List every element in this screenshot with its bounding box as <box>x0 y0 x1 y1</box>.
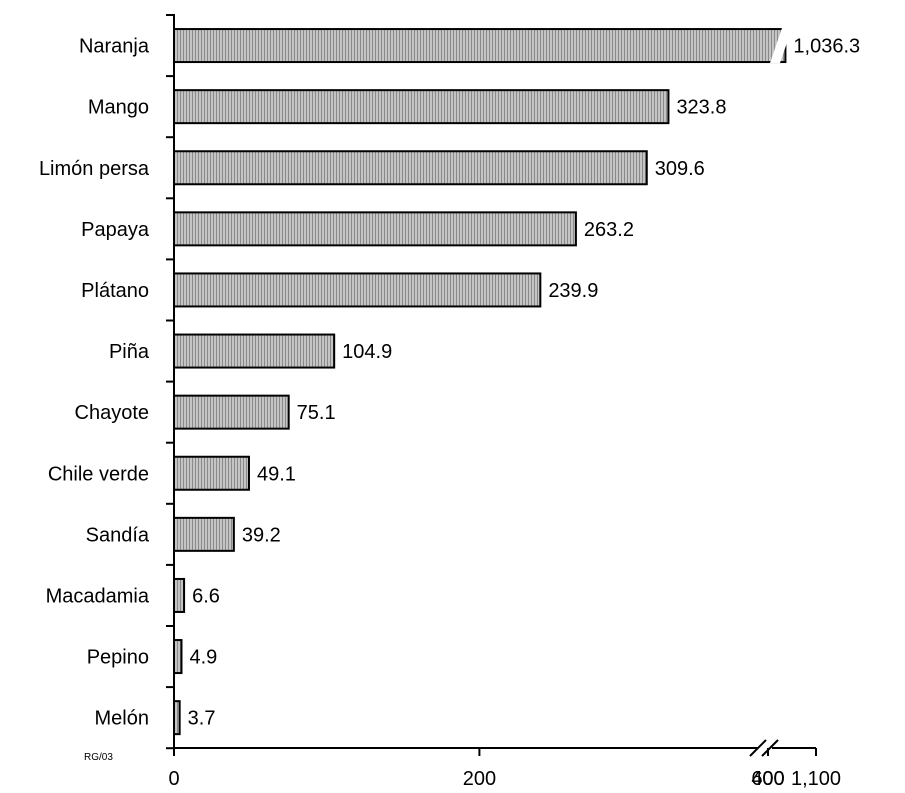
bar <box>173 516 235 552</box>
category-label: Pepino <box>87 647 149 669</box>
value-label: 104.9 <box>342 341 392 363</box>
category-label: Macadamia <box>46 585 150 607</box>
value-label: 49.1 <box>257 463 296 485</box>
bar <box>173 150 648 186</box>
value-label: 75.1 <box>297 402 336 424</box>
bar <box>173 394 290 430</box>
bar <box>173 639 183 675</box>
bar <box>173 28 787 64</box>
category-label: Limón persa <box>39 158 150 180</box>
value-label: 1,036.3 <box>793 36 860 58</box>
labels-layer: Naranja 1,036.3 Mango 323.8 Limón persa 309.6… <box>39 36 860 730</box>
bar <box>173 211 577 247</box>
category-label: Sandía <box>86 524 150 546</box>
bars-layer <box>173 28 792 736</box>
bar <box>173 89 670 125</box>
value-label: 39.2 <box>242 524 281 546</box>
category-label: Mango <box>88 97 149 119</box>
x-tick-label: 400 <box>751 768 784 790</box>
bar-break-gap <box>770 28 792 64</box>
value-label: 323.8 <box>676 97 726 119</box>
category-label: Chayote <box>75 402 150 424</box>
value-label: 4.9 <box>189 647 217 669</box>
bar <box>173 577 186 613</box>
axis-break-mark <box>749 739 767 757</box>
category-label: Chile verde <box>48 463 149 485</box>
category-label: Naranja <box>79 36 150 58</box>
x-tick-label: 200 <box>463 768 496 790</box>
category-label: Piña <box>109 341 150 363</box>
bar <box>173 333 336 369</box>
bar <box>173 455 250 491</box>
category-label: Papaya <box>81 219 150 241</box>
axis-break-mark <box>761 739 779 757</box>
bar <box>173 272 542 308</box>
x-tick-label: 600 <box>751 768 784 790</box>
chart-note: RG/03 <box>84 752 113 763</box>
x-tick-label: 0 <box>168 768 179 790</box>
value-label: 239.9 <box>548 280 598 302</box>
x-tick-label: 1,100 <box>791 768 841 790</box>
category-label: Melón <box>95 708 149 730</box>
value-label: 3.7 <box>188 708 216 730</box>
value-label: 263.2 <box>584 219 634 241</box>
value-label: 309.6 <box>655 158 705 180</box>
category-label: Plátano <box>81 280 149 302</box>
value-label: 6.6 <box>192 585 220 607</box>
